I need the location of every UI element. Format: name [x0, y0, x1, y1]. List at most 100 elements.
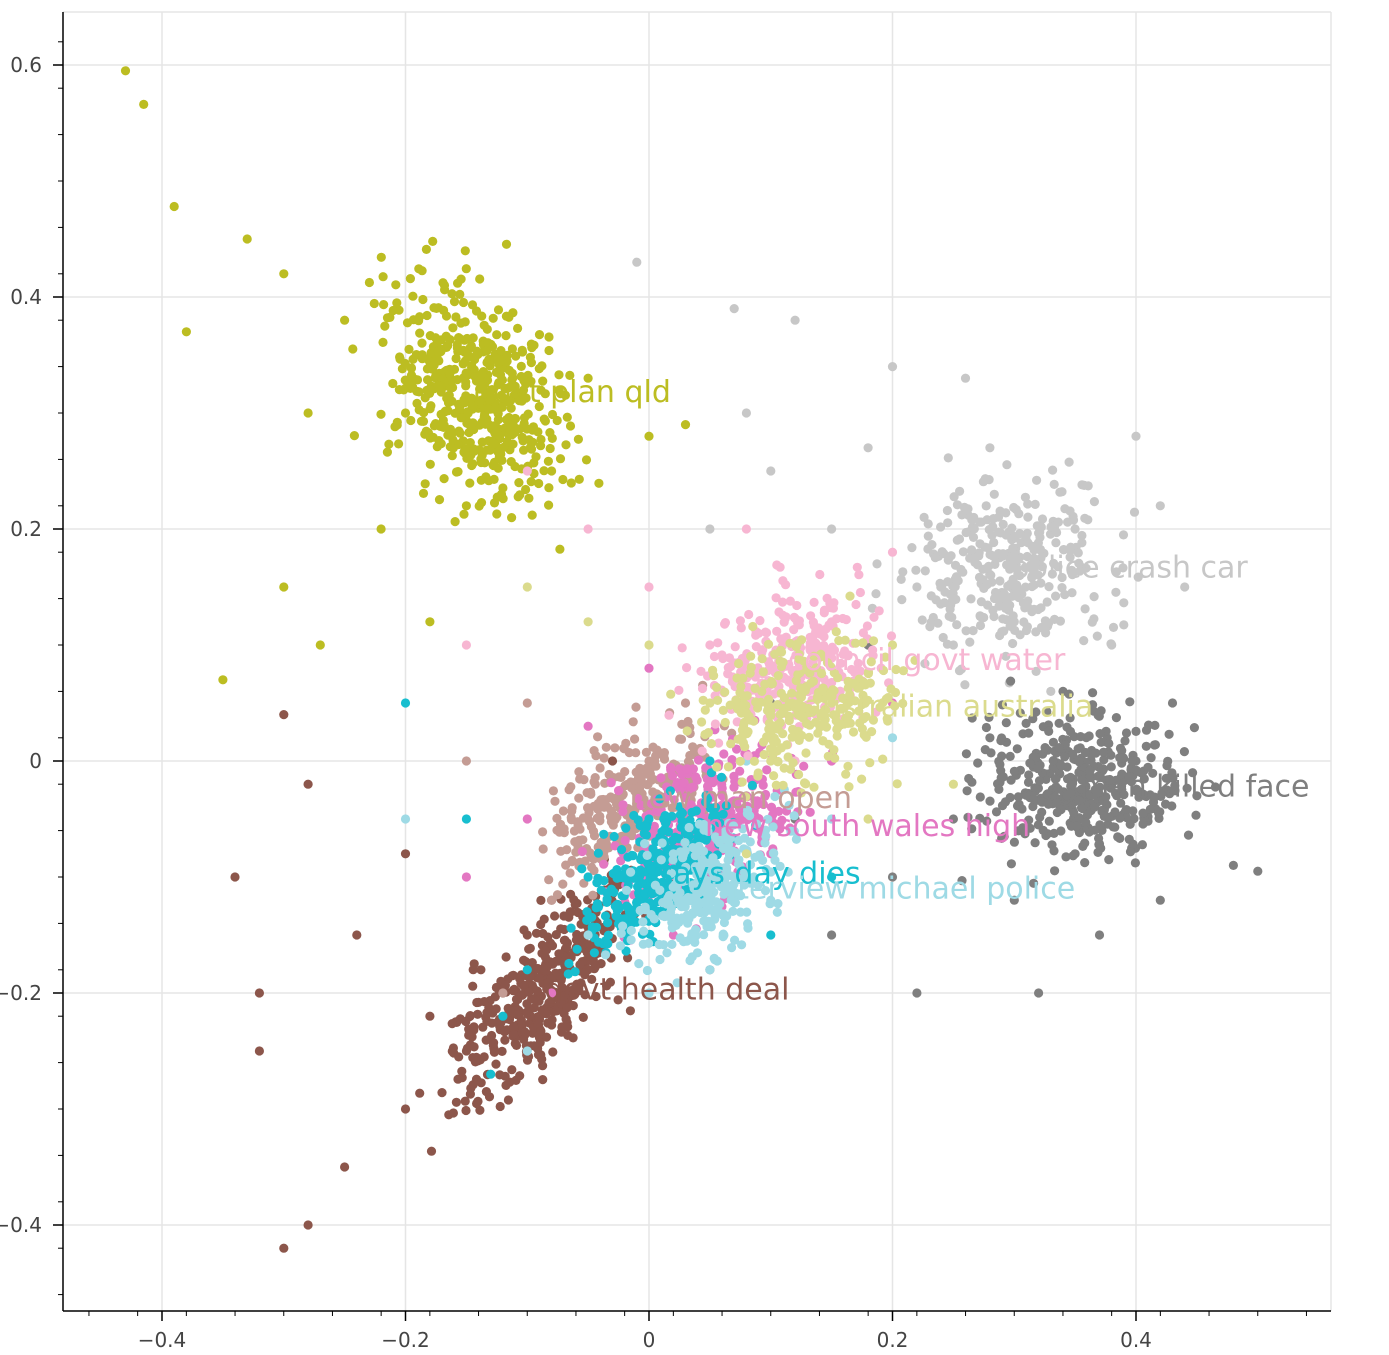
data-point [431, 333, 441, 343]
data-point [508, 373, 518, 383]
data-point [825, 603, 836, 613]
data-point [454, 1052, 464, 1062]
data-point [535, 973, 545, 984]
data-point [1108, 622, 1119, 633]
data-point [676, 902, 687, 912]
data-point [1182, 783, 1192, 793]
data-point [669, 795, 679, 805]
data-point [447, 1046, 457, 1056]
data-point [887, 733, 898, 743]
data-point [578, 835, 588, 845]
data-point [469, 959, 479, 969]
data-point [691, 772, 701, 782]
data-point [502, 436, 512, 447]
data-point [1042, 706, 1052, 717]
data-point [408, 291, 418, 301]
data-point [827, 642, 837, 652]
data-point [489, 439, 499, 449]
data-point [352, 930, 362, 940]
data-point [1179, 747, 1189, 757]
data-point [558, 806, 569, 816]
data-point [616, 856, 626, 866]
data-point [1065, 713, 1075, 723]
data-point [1131, 765, 1141, 776]
data-point [858, 638, 868, 648]
data-point [984, 561, 994, 571]
data-point [447, 451, 457, 461]
data-point [838, 613, 848, 624]
data-point [1111, 587, 1121, 597]
data-point [995, 576, 1005, 586]
data-point [513, 323, 523, 333]
data-point [1089, 802, 1100, 812]
data-point [139, 99, 149, 109]
data-point [378, 337, 388, 347]
data-point [491, 367, 501, 377]
data-point [517, 345, 527, 355]
data-point [975, 620, 986, 631]
data-point [349, 431, 359, 441]
data-point [582, 947, 592, 958]
data-point [984, 475, 994, 485]
data-point [716, 772, 727, 782]
data-point [664, 710, 674, 720]
data-point [626, 925, 636, 936]
y-tick-label: −0.2 [0, 981, 42, 1005]
data-point [534, 401, 544, 412]
data-point [420, 479, 430, 489]
data-point [521, 379, 531, 389]
data-point [626, 935, 636, 945]
data-point [948, 814, 959, 824]
data-point [461, 814, 471, 824]
data-point [1141, 741, 1151, 751]
data-point [801, 665, 812, 675]
x-tick-label: 0.4 [1120, 1328, 1152, 1352]
data-point [640, 839, 650, 849]
data-point [778, 610, 788, 620]
data-point [399, 385, 409, 395]
data-point [1094, 840, 1104, 850]
data-point [461, 872, 471, 882]
data-point [425, 1011, 435, 1021]
data-point [945, 604, 955, 614]
data-point [425, 459, 435, 469]
data-point [455, 289, 465, 299]
data-point [467, 460, 477, 471]
data-point [694, 755, 704, 765]
data-point [418, 488, 429, 498]
data-point [558, 879, 568, 889]
data-point [724, 818, 734, 828]
axes: −0.4 −0.2 0 0.2 0.4 −0.4 −0.2 0 0.2 0.4 0.6 [0, 12, 1331, 1352]
data-point [712, 682, 722, 693]
data-point [436, 439, 446, 449]
data-point [995, 759, 1005, 770]
data-point [1032, 521, 1042, 531]
data-point [458, 297, 469, 308]
data-point [392, 420, 402, 430]
data-point [1080, 513, 1090, 523]
data-point [925, 622, 935, 632]
data-point [369, 298, 379, 309]
data-point [719, 832, 729, 843]
data-point [561, 1014, 571, 1024]
data-point [998, 549, 1008, 559]
data-point [1144, 720, 1154, 730]
data-point [525, 972, 536, 982]
data-point [753, 880, 763, 890]
data-point [630, 734, 640, 744]
data-point [749, 756, 760, 766]
data-point [315, 640, 325, 650]
data-point [501, 331, 511, 341]
data-point [1111, 713, 1121, 723]
data-point [421, 244, 431, 254]
data-point [581, 455, 592, 465]
data-point [769, 848, 779, 858]
data-point [912, 988, 922, 998]
data-point [1253, 866, 1263, 876]
data-point [532, 986, 543, 996]
data-point [570, 899, 580, 910]
data-point [1128, 806, 1138, 816]
data-point [483, 418, 493, 428]
data-point [514, 478, 524, 488]
data-point [952, 500, 963, 510]
